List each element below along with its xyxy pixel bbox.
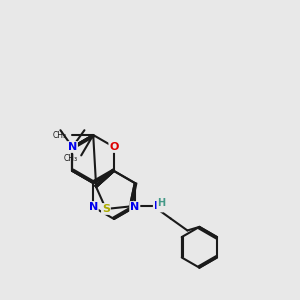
Text: H: H: [157, 199, 165, 208]
Text: N: N: [130, 202, 140, 212]
Text: N: N: [68, 142, 77, 152]
Text: CH₃: CH₃: [64, 154, 78, 163]
Text: O: O: [109, 142, 119, 152]
Text: CH₃: CH₃: [53, 130, 67, 140]
Text: N: N: [154, 202, 163, 212]
Text: S: S: [102, 204, 110, 214]
Text: N: N: [88, 202, 98, 212]
